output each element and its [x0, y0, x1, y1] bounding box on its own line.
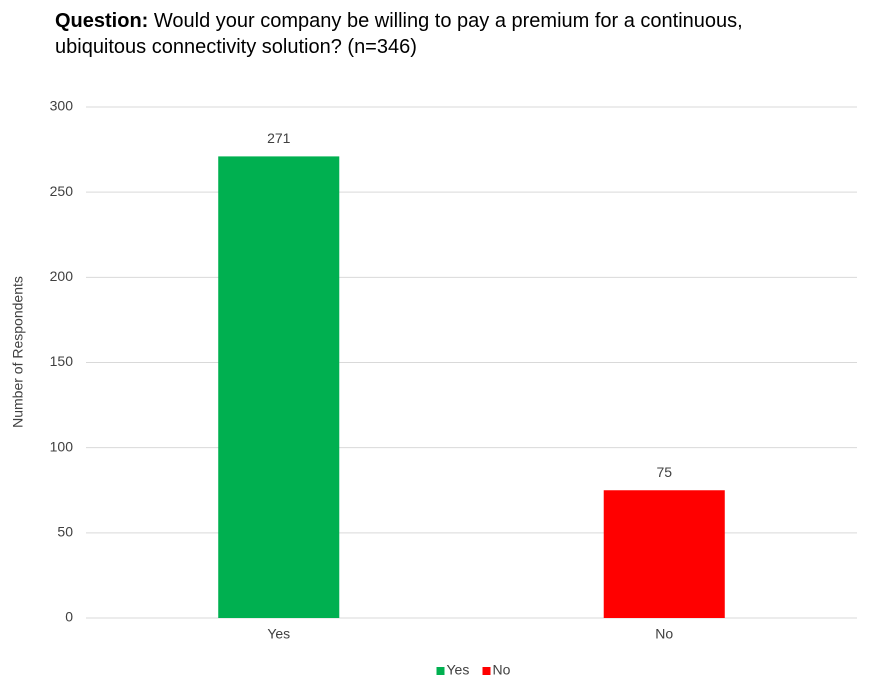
data-label: 271 [267, 130, 291, 146]
y-tick-label: 150 [50, 353, 74, 369]
y-tick-label: 0 [65, 609, 73, 625]
y-tick-label: 200 [50, 268, 74, 284]
bar [218, 156, 340, 618]
data-label: 75 [656, 464, 672, 480]
y-tick-label: 50 [57, 524, 73, 540]
y-tick-label: 250 [50, 183, 74, 199]
bar [603, 490, 725, 618]
x-tick-label: Yes [267, 626, 290, 642]
title-label: Question: [55, 10, 149, 32]
chart-title: Question: Would your company be willing … [55, 8, 835, 60]
title-text: Would your company be willing to pay a p… [55, 10, 743, 58]
x-tick-label: No [655, 626, 673, 642]
y-axis-label: Number of Respondents [10, 276, 26, 428]
legend-swatch [436, 667, 445, 675]
legend-label: Yes [447, 662, 470, 678]
y-tick-label: 300 [50, 98, 74, 114]
y-tick-label: 100 [50, 438, 74, 454]
legend-swatch [482, 667, 491, 675]
legend-label: No [493, 662, 511, 678]
